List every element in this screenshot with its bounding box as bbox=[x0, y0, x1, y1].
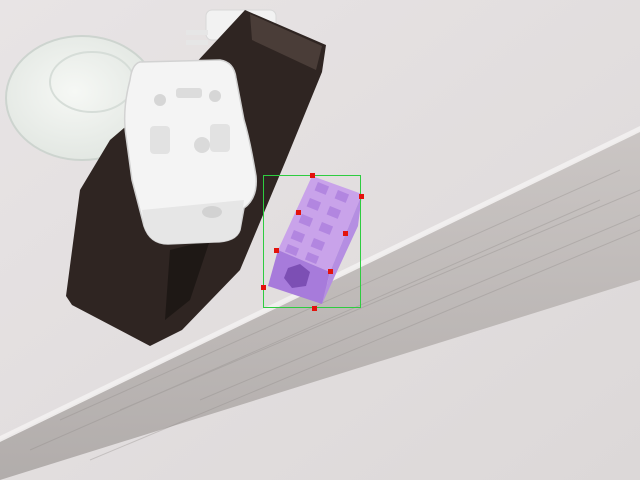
keypoint-marker bbox=[328, 269, 333, 274]
case-opening bbox=[165, 240, 210, 320]
white-holder bbox=[123, 59, 257, 245]
tape-texture bbox=[29, 169, 640, 461]
object-bounding-box bbox=[263, 175, 361, 308]
keypoint-marker bbox=[310, 173, 315, 178]
keypoint-marker bbox=[261, 285, 266, 290]
keypoint-marker bbox=[359, 194, 364, 199]
plug-prong bbox=[186, 40, 208, 45]
dark-case-top bbox=[250, 14, 322, 70]
keypoint-marker bbox=[312, 306, 317, 311]
keypoint-marker bbox=[296, 210, 301, 215]
keypoint-marker bbox=[343, 231, 348, 236]
purple-block bbox=[268, 176, 362, 304]
tape-strip bbox=[0, 130, 640, 480]
keypoint-marker bbox=[274, 248, 279, 253]
plug-prong bbox=[186, 30, 208, 35]
